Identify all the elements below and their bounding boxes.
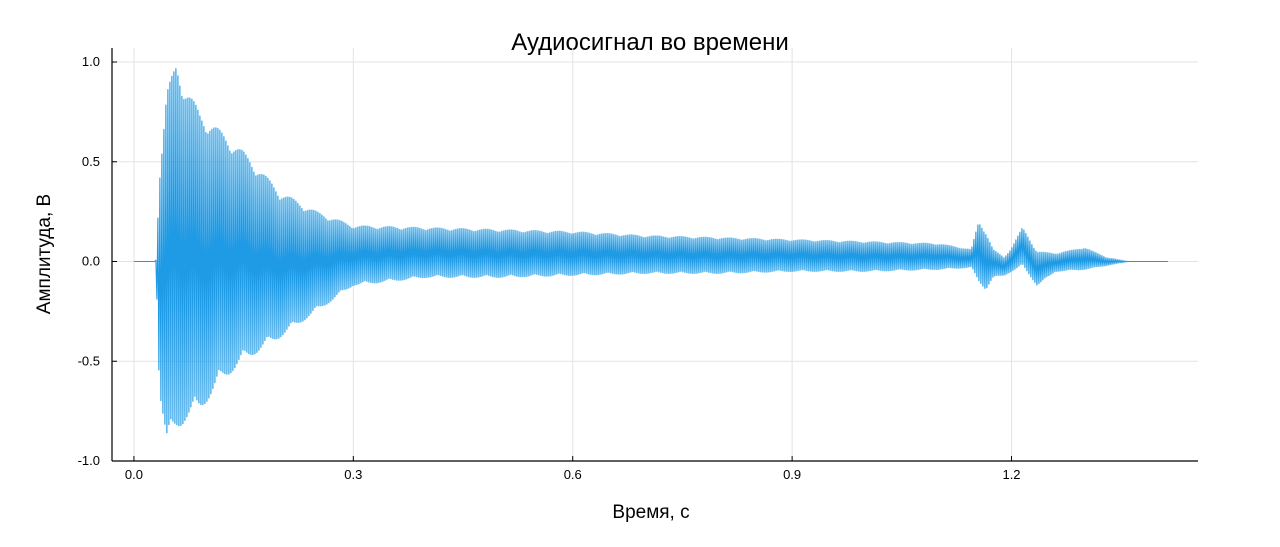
y-tick-label: -1.0 (78, 453, 100, 468)
signal-series-line (133, 68, 1168, 434)
chart-title: Аудиосигнал во времени (511, 29, 789, 56)
x-tick-label: 0.9 (783, 467, 801, 482)
axis-layer (111, 48, 1198, 462)
y-axis-label: Амплитуда, В (34, 194, 55, 314)
x-tick-label: 1.2 (1002, 467, 1020, 482)
signal-layer (133, 68, 1168, 434)
tick-layer: 0.0 0.3 0.6 0.9 1.2 1.0 0.5 0.0 -0.5 -1.0 (78, 54, 1021, 482)
y-tick-label: -0.5 (78, 353, 100, 368)
y-tick-label: 0.0 (82, 254, 100, 269)
x-tick-label: 0.6 (564, 467, 582, 482)
y-tick-label: 0.5 (82, 154, 100, 169)
x-axis-label: Время, с (612, 502, 689, 523)
x-tick-label: 0.3 (344, 467, 362, 482)
x-tick-label: 0.0 (125, 467, 143, 482)
y-tick-label: 1.0 (82, 54, 100, 69)
